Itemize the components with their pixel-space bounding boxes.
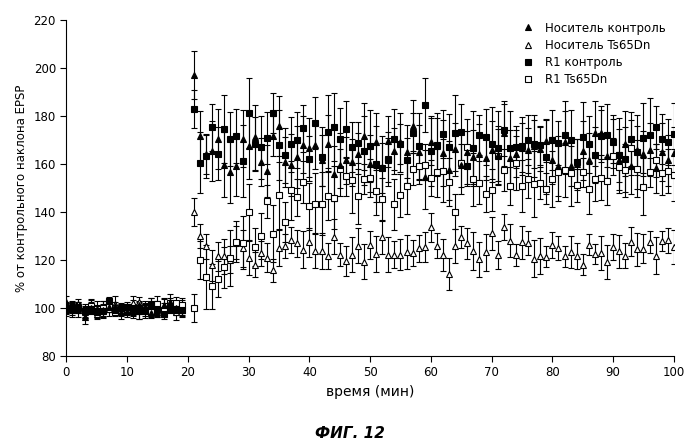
Y-axis label: % от контрольного наклона EPSP: % от контрольного наклона EPSP [15,84,28,291]
Legend: Носитель контроль, Носитель Ts65Dn, R1 контроль, R1 Ts65Dn: Носитель контроль, Носитель Ts65Dn, R1 к… [519,19,668,88]
X-axis label: время (мин): время (мин) [326,385,414,399]
Text: ФИГ. 12: ФИГ. 12 [315,425,385,441]
